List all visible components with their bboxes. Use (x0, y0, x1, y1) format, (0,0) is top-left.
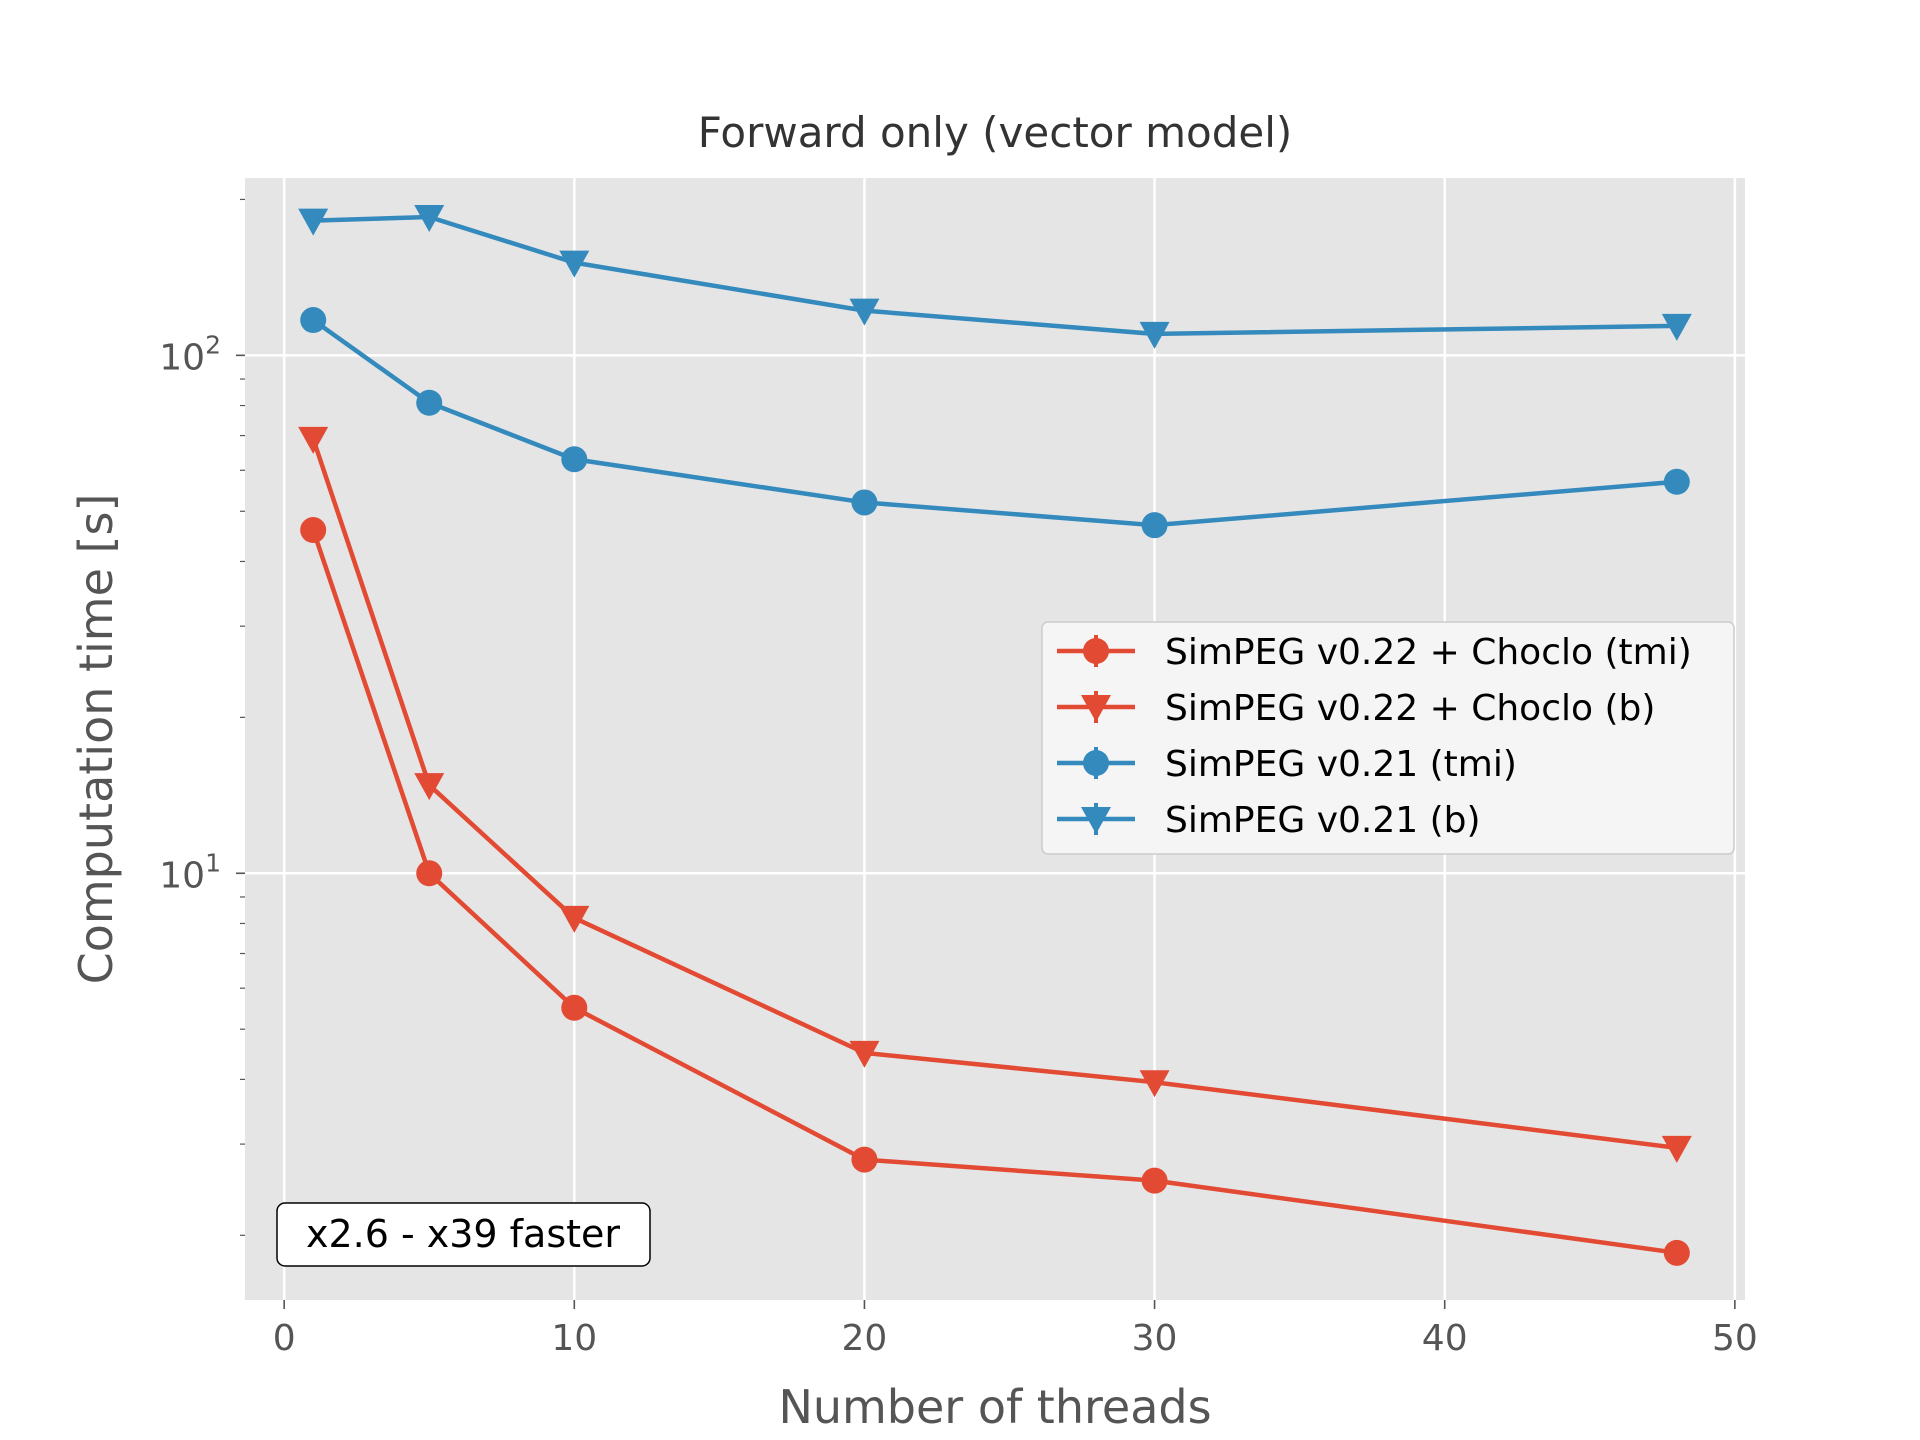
legend-label: SimPEG v0.21 (b) (1165, 800, 1481, 841)
data-point (1661, 1135, 1692, 1163)
data-point (561, 994, 588, 1021)
data-point (298, 208, 329, 236)
data-point (414, 773, 445, 801)
annotation-text: x2.6 - x39 faster (306, 1212, 620, 1256)
legend-label: SimPEG v0.21 (tmi) (1165, 744, 1517, 785)
data-point (849, 1040, 880, 1068)
chart-title: Forward only (vector model) (698, 108, 1293, 157)
data-point (1139, 321, 1170, 349)
data-point (559, 250, 590, 278)
series-line (311, 529, 1678, 1256)
grid-lines (245, 178, 1745, 1300)
legend-label: SimPEG v0.22 + Choclo (b) (1165, 688, 1655, 729)
data-point (1663, 468, 1690, 495)
x-tick-label: 0 (273, 1318, 296, 1359)
legend-marker (1083, 750, 1109, 776)
data-point (1661, 313, 1692, 341)
series-3 (300, 307, 1690, 539)
legend-box (1041, 621, 1735, 855)
legend-entry: SimPEG v0.21 (b) (1057, 800, 1481, 841)
data-point (416, 860, 443, 887)
legend: SimPEG v0.22 + Choclo (tmi) SimPEG v0.22 … (1041, 621, 1735, 855)
data-point (1663, 1239, 1690, 1266)
x-tick-label: 30 (1132, 1318, 1178, 1359)
y-tick-label: 102 (159, 330, 221, 378)
data-point (1141, 512, 1168, 539)
data-point (561, 446, 588, 473)
data-point (1139, 1070, 1170, 1098)
axes: 0 10 20 30 40 50 101 102 (159, 198, 1758, 1359)
legend-marker (1081, 695, 1111, 722)
legend-entry: SimPEG v0.21 (tmi) (1057, 744, 1517, 785)
x-tick-label: 40 (1422, 1318, 1468, 1359)
data-point (851, 489, 878, 516)
data-point (300, 307, 327, 334)
legend-label: SimPEG v0.22 + Choclo (tmi) (1165, 632, 1692, 673)
legend-entry: SimPEG v0.22 + Choclo (tmi) (1057, 632, 1692, 673)
series-line (311, 318, 1678, 528)
x-tick-label: 50 (1712, 1318, 1758, 1359)
data-point (559, 905, 590, 933)
series-2 (298, 426, 1692, 1163)
data-point (414, 204, 445, 232)
legend-marker (1083, 638, 1109, 664)
series-line (311, 438, 1678, 1151)
series-layer (298, 204, 1692, 1266)
annotation-box: x2.6 - x39 faster (276, 1202, 651, 1267)
y-axis-label: Computation time [s] (69, 494, 123, 985)
series-1 (300, 517, 1690, 1266)
data-point (851, 1146, 878, 1173)
data-point (300, 517, 327, 544)
x-tick-label: 20 (842, 1318, 888, 1359)
data-point (849, 298, 880, 326)
legend-marker (1081, 807, 1111, 834)
data-point (416, 389, 443, 416)
x-axis-label: Number of threads (778, 1380, 1211, 1434)
legend-entry: SimPEG v0.22 + Choclo (b) (1057, 688, 1655, 729)
x-tick-label: 10 (551, 1318, 597, 1359)
y-tick-label: 101 (159, 848, 221, 896)
data-point (1141, 1167, 1168, 1194)
data-point (298, 426, 329, 454)
series-4 (298, 204, 1692, 349)
annotation-frame (276, 1202, 651, 1267)
series-line (313, 214, 1677, 337)
